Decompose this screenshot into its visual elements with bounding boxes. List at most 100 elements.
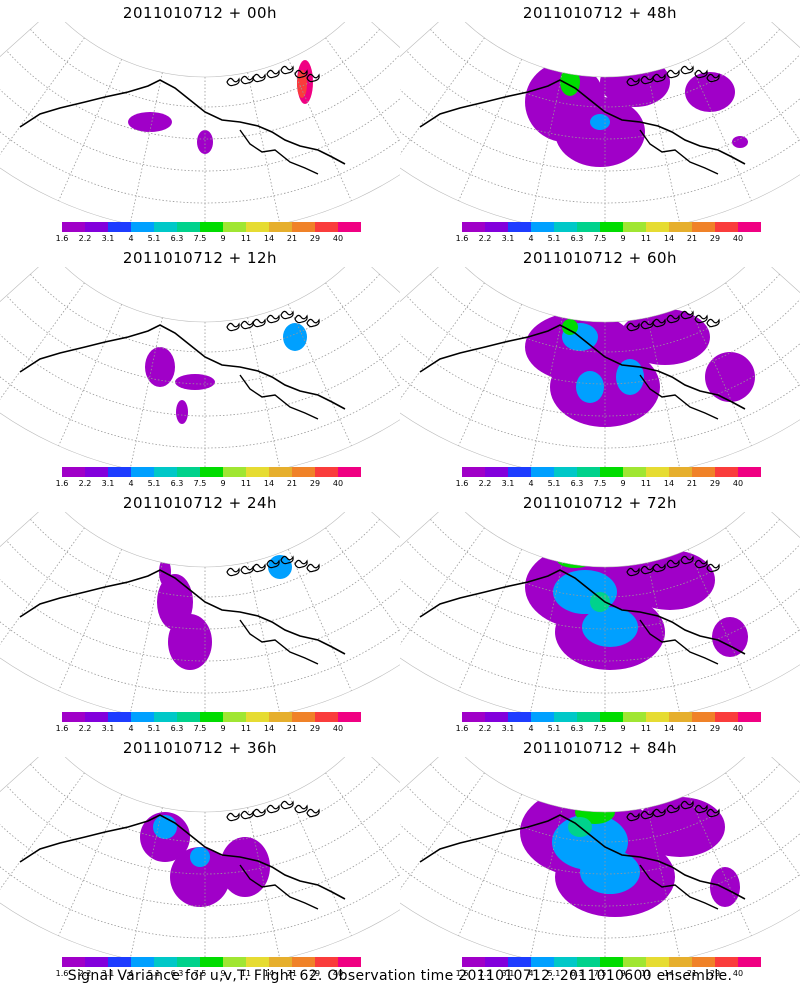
meridian-line [247,72,281,222]
colorbar-swatch [246,222,269,232]
colorbar-swatch [62,222,85,232]
panel-title: 2011010712 + 48h [522,4,678,22]
colorbar-tick-label: 11 [640,234,652,243]
meridian-line [247,562,281,712]
island-outline [280,800,294,810]
latitude-line [6,295,400,385]
meridian-line [0,527,85,654]
colorbar-swatch [292,712,315,722]
map-panel-36h: 2011010712 + 36h 1.6 2.2 3.1 4 5.1 6.3 7.5 9 11 1… [0,735,400,980]
coastline [419,569,746,655]
colorbar-tick-label: 21 [686,479,698,488]
map-panel-24h: 2011010712 + 24h 1.6 2.2 3.1 4 5.1 6.3 7.5 9 11 1… [0,490,400,735]
colorbar-swatch [154,222,177,232]
latitude-line [400,583,800,694]
island-outline [240,320,254,330]
map-panel-84h: 2011010712 + 84h 1.6 2.2 3.1 4 5.1 6.3 7.5 9 11 1… [400,735,800,980]
colorbar-tick-label: 9 [620,479,626,488]
island-outline [294,69,308,79]
colorbar-swatch [485,957,508,967]
meridian-line [529,807,563,957]
colorbar: 1.6 2.2 3.1 4 5.1 6.3 7.5 9 11 14 21 29 40 [56,957,361,978]
colorbar-tick-label: 2.2 [478,234,492,243]
panel-title: 2011010712 + 60h [522,249,678,267]
figure-caption: Signal Variance for u,v,T. Flight 62. Ob… [67,968,733,984]
latitude-line [400,93,800,204]
colorbar-tick-label: 2.2 [78,479,92,488]
island-outline [306,73,320,83]
island-outline [706,808,720,818]
island-outline [652,73,666,83]
colorbar-tick-label: 1.6 [55,969,69,978]
meridian-line [400,37,485,164]
coastline [19,569,346,655]
colorbar-swatch [692,712,715,722]
colorbar-swatch [62,957,85,967]
colorbar-tick-label: 7.5 [593,234,607,243]
colorbar-tick-label: 11 [640,969,652,978]
meridian-line [247,317,281,467]
coastline [419,814,746,900]
island-outline [626,77,640,87]
variance-shading [710,867,740,907]
colorbar-tick-label: 6.3 [170,479,184,488]
island-outline [240,565,254,575]
colorbar-swatch [577,222,600,232]
colorbar-swatch [269,712,292,722]
island-outline [252,318,266,328]
colorbar-tick-label: 6.3 [170,724,184,733]
variance-shading [685,72,735,112]
colorbar-tick-label: 21 [286,969,298,978]
colorbar-tick-label: 40 [332,969,344,978]
colorbar-tick-label: 40 [732,724,744,733]
island-outline [252,808,266,818]
map-domain-border [400,267,800,467]
colorbar-tick-label: 21 [286,479,298,488]
panel-title: 2011010712 + 72h [522,494,678,512]
latitude-line [6,50,400,140]
colorbar: 1.6 2.2 3.1 4 5.1 6.3 7.5 9 11 14 21 29 40 [56,712,361,733]
colorbar: 1.6 2.2 3.1 4 5.1 6.3 7.5 9 11 14 21 29 40 [56,222,361,243]
island-outline [652,563,666,573]
colorbar-tick-label: 6.3 [170,969,184,978]
colorbar-swatch [131,712,154,722]
colorbar-tick-label: 1.6 [455,969,469,978]
island-outline [706,318,720,328]
island-outline [266,559,280,569]
colorbar-tick-label: 7.5 [593,969,607,978]
island-outline [226,77,240,87]
colorbar-tick-label: 9 [220,234,226,243]
meridian-line [288,59,352,202]
colorbar-swatch [462,712,485,722]
colorbar-tick-label: 29 [309,234,321,243]
meridian-line [400,527,485,654]
map-panel-60h: 2011010712 + 60h 1.6 2.2 3.1 4 5.1 6.3 7.5 9 11 1… [400,245,800,490]
map-plot [0,22,400,222]
meridian-line [458,549,522,692]
colorbar-swatch [554,957,577,967]
variance-shading [580,850,640,894]
colorbar: 1.6 2.2 3.1 4 5.1 6.3 7.5 9 11 14 21 29 40 [456,222,761,243]
latitude-line [406,540,800,630]
colorbar-tick-label: 14 [663,479,675,488]
colorbar-tick-label: 3.1 [501,234,515,243]
colorbar-swatch [485,712,508,722]
island-outline [694,314,708,324]
colorbar-swatch [338,222,361,232]
colorbar-tick-label: 5.1 [547,969,561,978]
island-outline [294,559,308,569]
map-plot [400,267,800,467]
island-outline [306,563,320,573]
colorbar-swatch [669,467,692,477]
colorbar-swatch [646,957,669,967]
map-plot [400,757,800,957]
colorbar-tick-label: 5.1 [547,479,561,488]
colorbar-tick-label: 1.6 [55,479,69,488]
coastline [19,814,346,900]
colorbar-tick-label: 6.3 [570,234,584,243]
colorbar-swatch [154,712,177,722]
colorbar-tick-label: 9 [220,724,226,733]
colorbar-swatch [623,957,646,967]
variance-shading [220,837,270,897]
island-outline [266,69,280,79]
